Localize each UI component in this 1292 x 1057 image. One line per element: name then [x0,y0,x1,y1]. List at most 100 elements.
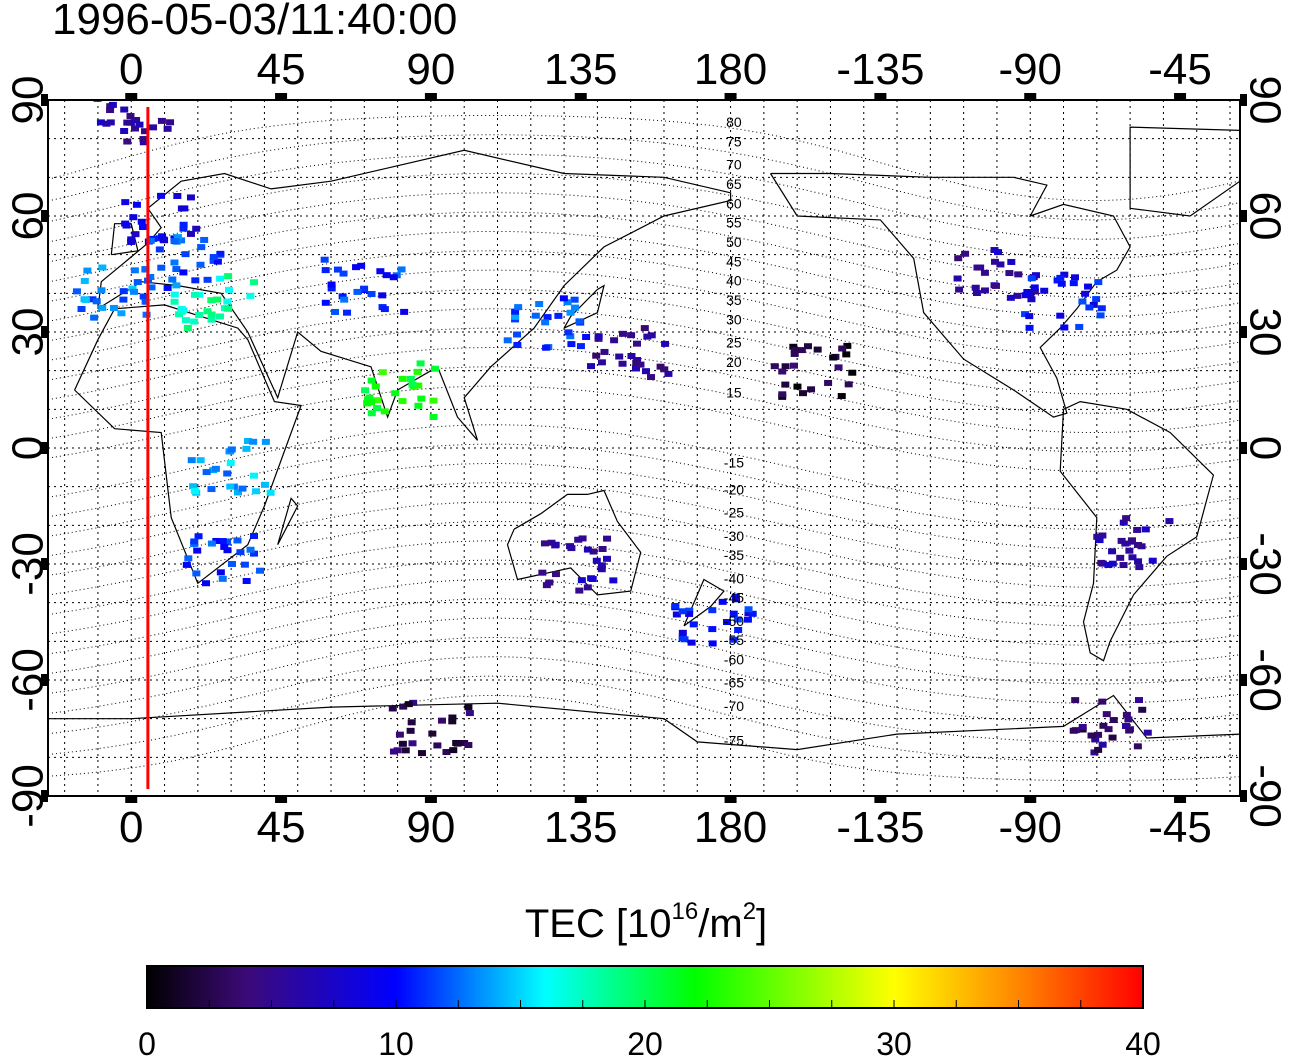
tec-cell [172,282,181,289]
tec-cell [813,346,822,353]
tec-cell [179,225,188,232]
tec-cell [824,379,833,386]
colorbar-title-exponent: 16 [671,898,699,925]
tec-cell [1125,547,1134,554]
tec-cell [367,410,376,417]
tec-cell [398,740,407,747]
coastline [48,694,1240,751]
contour-label: -45 [724,590,744,606]
frame-ticks [41,93,1247,803]
tec-cell [980,269,989,276]
tec-cell [123,138,132,145]
coastline [110,223,139,256]
x-tick-label-top: 135 [544,45,617,94]
tec-cell [131,231,140,238]
tec-cell [589,548,598,555]
tec-cell [102,120,111,127]
tec-cell [994,249,1003,256]
tec-cell [320,256,329,263]
tec-cell [168,276,177,283]
tec-cell [563,299,572,306]
tec-cell [1023,288,1032,295]
contour-label: 30 [726,311,742,327]
tec-cell [428,730,437,737]
tec-cell [187,457,196,464]
tec-cell [91,93,99,99]
tec-cell [121,220,130,227]
contour-label: 65 [726,176,742,192]
x-tick-label-bottom: -45 [1148,803,1212,852]
tec-cell [1078,723,1087,730]
tec-cell [365,394,374,401]
coastline-outlines [48,126,1240,751]
tec-cell [748,610,757,617]
tec-cell [797,347,806,354]
tec-cell [1143,729,1152,736]
contour-label: 75 [726,133,742,149]
tec-cell [250,472,259,479]
contour-label: 50 [726,234,742,250]
tec-cell [597,566,606,573]
tec-cell [1122,515,1131,522]
tec-cell [132,201,141,208]
tec-cell [92,298,101,305]
contour-label: -70 [724,698,744,714]
magnetic-latitude-contours [48,115,1240,781]
tec-cell [1098,532,1107,539]
frame-tick [1024,93,1037,100]
tec-cell [246,292,255,299]
tec-cell [633,340,642,347]
tec-cell [575,587,584,594]
tec-cell [408,740,417,747]
tec-cell [542,582,551,589]
tec-cell [196,261,205,268]
tec-cell [1104,561,1113,568]
colorbar [146,965,1144,1009]
frame-tick [724,93,737,100]
tec-cell [643,333,652,340]
colorbar-title-main: TEC [10 [524,902,672,946]
y-tick-label-right: 90 [1240,76,1289,125]
tec-cell [511,313,520,320]
frame-tick [874,796,887,803]
tec-cell [207,486,216,493]
tec-cell [97,287,106,294]
tec-cell [1092,296,1101,303]
tec-cell [600,348,609,355]
tec-cell [190,538,199,545]
tec-cell [407,719,416,726]
tec-cell [514,304,523,311]
tec-cell [120,128,129,135]
tec-cell [592,352,601,359]
tec-cell [129,214,138,221]
tec-cell [1040,287,1049,294]
tec-cell [437,717,446,724]
tec-cell [250,550,259,557]
tec-cell [139,293,148,300]
tec-cell [708,607,717,614]
tec-cell [1006,294,1015,301]
tec-cell [194,533,203,540]
tec-cell [135,121,144,128]
tec-cell [1094,731,1103,738]
x-tick-label-top: 90 [406,45,455,94]
tec-cell [1031,272,1040,279]
contour-label: 70 [726,157,742,173]
tec-cell [211,465,220,472]
tec-cell [182,561,191,568]
coastline [683,578,725,627]
tec-cell [172,266,181,273]
tec-cell [722,619,731,626]
tec-cell [1027,275,1036,282]
tec-cell [83,267,92,274]
tec-cell [159,236,168,243]
contour-label: -60 [724,652,744,668]
tec-cell [173,234,182,241]
tec-cell [1127,537,1136,544]
colorbar-title-exponent-2: 2 [742,898,757,925]
tec-cell [1030,284,1039,291]
tec-cell [1119,519,1128,526]
tec-cell [90,314,99,321]
tec-cell [414,402,423,409]
frame-tick [275,93,288,100]
